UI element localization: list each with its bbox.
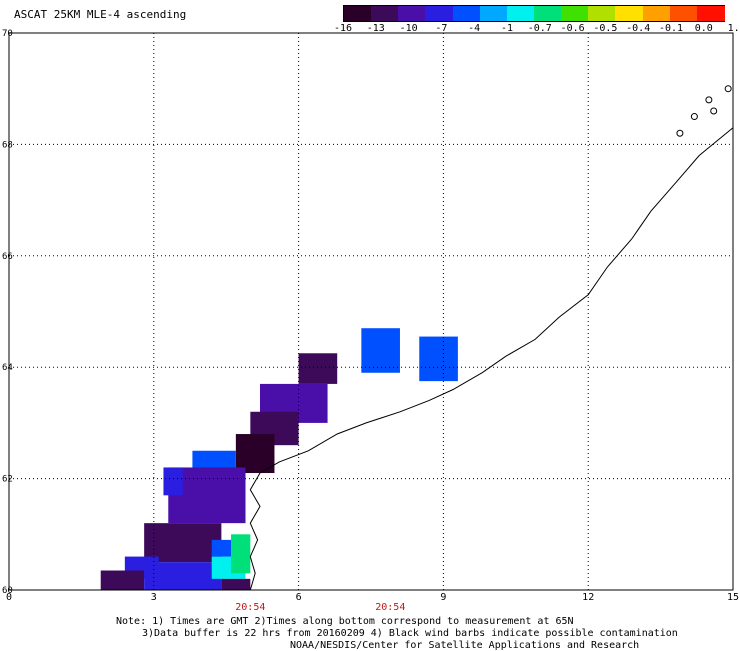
colorbar-segment xyxy=(615,6,644,21)
wind-swath-cell xyxy=(361,328,400,373)
colorbar-tick-label: 0.0 xyxy=(694,23,713,34)
island-outline xyxy=(705,96,713,104)
note-line-1: Note: 1) Times are GMT 2)Times along bot… xyxy=(116,616,574,627)
colorbar-segment xyxy=(506,6,536,21)
island-outline xyxy=(724,85,732,93)
colorbar-segment xyxy=(344,6,373,21)
colorbar-tick-label: -0.7 xyxy=(527,23,552,34)
colorbar-tick-label: -13 xyxy=(366,23,385,34)
y-tick-label: 70 xyxy=(2,29,13,39)
wind-swath-cell xyxy=(419,336,458,382)
colorbar-segment xyxy=(425,6,454,21)
note-line-2: 3)Data buffer is 22 hrs from 20160209 4)… xyxy=(142,628,678,639)
x-tick-label: 12 xyxy=(582,592,594,603)
colorbar-segment xyxy=(452,6,481,21)
time-label: 20:54 xyxy=(235,602,265,613)
colorbar-tick-label: -16 xyxy=(333,23,353,34)
colorbar-ticks: -16 -13 -10 -7 -4 -1 -0.7 -0.6 -0.5 -0.4 -0.1 0.0 1.… xyxy=(330,23,740,37)
colorbar-tick-label: -0.4 xyxy=(626,23,651,34)
colorbar-segment xyxy=(642,6,671,21)
note-line-3: NOAA/NESDIS/Center for Satellite Applica… xyxy=(290,640,640,651)
colorbar-segment xyxy=(669,6,698,21)
colorbar-segment xyxy=(561,6,590,21)
colorbar-segment xyxy=(588,6,617,21)
y-tick-label: 60 xyxy=(2,586,13,596)
y-tick-label: 68 xyxy=(2,140,13,150)
wind-swath-cell xyxy=(144,562,222,590)
x-tick-label: 0 xyxy=(6,592,12,603)
x-tick-label: 3 xyxy=(151,592,157,603)
colorbar-tick-label: -0.1 xyxy=(658,23,684,34)
colorbar-segment xyxy=(371,6,400,21)
y-tick-label: 66 xyxy=(2,252,13,262)
island-outline xyxy=(710,107,718,115)
wind-swath-cell xyxy=(211,539,232,557)
y-tick-label: 64 xyxy=(2,363,13,373)
wind-swath-cell xyxy=(231,534,251,574)
time-label: 20:54 xyxy=(375,602,405,613)
y-tick-label: 62 xyxy=(2,475,13,485)
wind-swath-cell xyxy=(163,467,183,496)
colorbar-tick-label: -10 xyxy=(399,23,418,34)
coastline xyxy=(249,127,734,591)
wind-swath-cell xyxy=(298,353,338,384)
colorbar-segment xyxy=(534,6,563,21)
colorbar-segment xyxy=(479,6,508,21)
x-tick-label: 6 xyxy=(296,592,302,603)
colorbar-tick-label: 1.0 xyxy=(727,23,740,34)
colorbar-tick-label: -0.6 xyxy=(560,23,585,34)
wind-swath-cell xyxy=(144,523,222,563)
x-tick-label: 9 xyxy=(440,592,446,603)
map-frame xyxy=(8,32,734,591)
colorbar-tick-label: -0.5 xyxy=(593,23,618,34)
colorbar-segment xyxy=(696,6,726,21)
x-tick-label: 15 xyxy=(727,592,739,603)
colorbar-segment xyxy=(398,6,427,21)
colorbar-tick-label: -1 xyxy=(500,23,514,34)
wind-swath-cell xyxy=(221,578,251,590)
island-outline xyxy=(690,113,698,121)
map-title: ASCAT 25KM MLE-4 ascending xyxy=(14,8,187,21)
wind-swath-cell xyxy=(100,570,145,590)
wind-swath-cell xyxy=(235,434,275,474)
colorbar xyxy=(343,5,726,22)
colorbar-tick-label: -4 xyxy=(468,23,481,34)
colorbar-tick-label: -7 xyxy=(435,23,448,34)
island-outline xyxy=(676,129,684,137)
